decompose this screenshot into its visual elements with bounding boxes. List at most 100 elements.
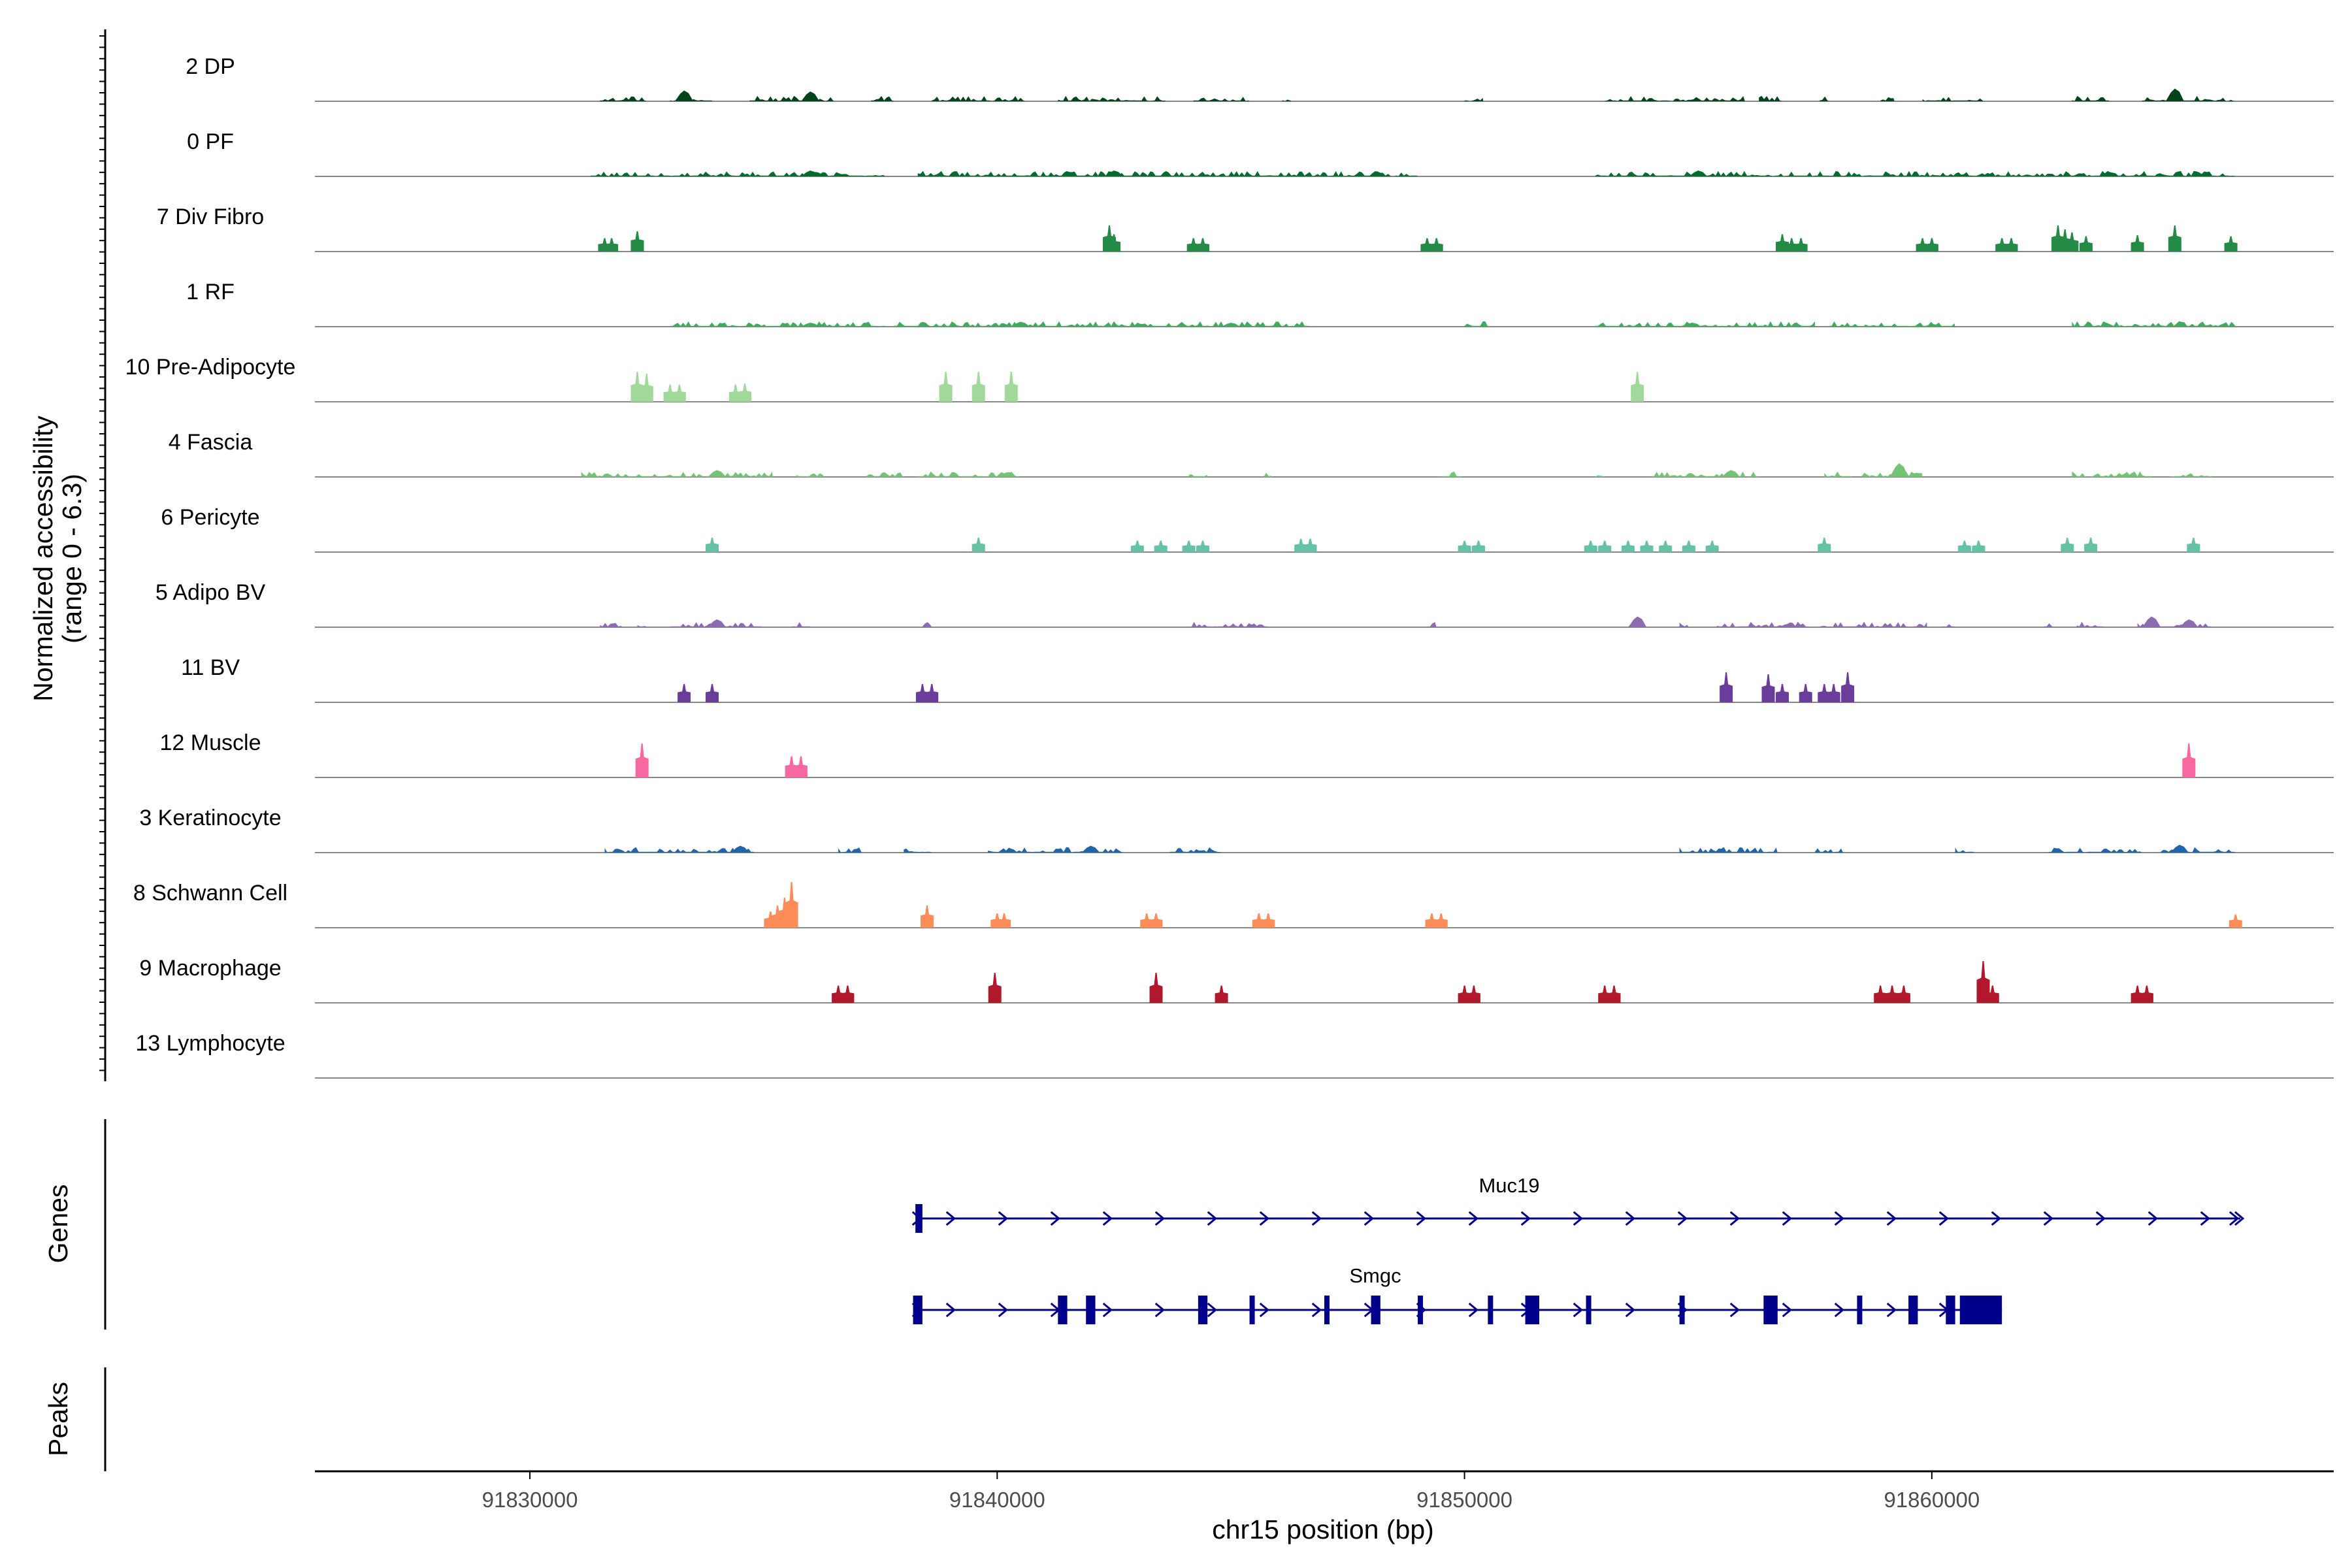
track-11-bv: 11 BV <box>181 655 2334 703</box>
gene-strand-arrow <box>1625 1211 1636 1226</box>
coverage-block <box>1598 540 1612 552</box>
coverage-block <box>1818 538 1831 552</box>
gene-strand-arrow <box>998 1211 1009 1226</box>
coverage-signal <box>1880 97 1895 101</box>
gene-exon <box>1525 1296 1540 1324</box>
gene-strand-arrow <box>1468 1211 1479 1226</box>
y-axis <box>99 29 106 1081</box>
gene-exon <box>1959 1296 2002 1324</box>
x-axis-tick-label: 91860000 <box>1884 1488 1980 1512</box>
track-13-lymphocyte: 13 Lymphocyte <box>135 1031 2334 1079</box>
coverage-block <box>2140 985 2153 1003</box>
coverage-signal <box>2076 621 2105 627</box>
gene-strand-arrow <box>1154 1211 1166 1226</box>
coverage-block <box>1621 540 1635 552</box>
coverage-block <box>1303 538 1317 552</box>
track-label: 4 Fascia <box>169 430 253 455</box>
coverage-block <box>1215 985 1228 1003</box>
coverage-peak <box>2170 845 2189 853</box>
track-label: 6 Pericyte <box>161 505 259 530</box>
gene-exon <box>1418 1296 1424 1324</box>
peaks-panel-label: Peaks <box>43 1382 73 1456</box>
coverage-block <box>2187 538 2200 552</box>
coverage-block <box>1776 684 1789 702</box>
coverage-block <box>738 384 752 402</box>
gene-strand-arrow <box>1416 1211 1427 1226</box>
coverage-signal <box>1188 474 1208 477</box>
coverage-signal <box>1679 622 1689 627</box>
gene-exon <box>1586 1296 1592 1324</box>
coverage-block <box>605 238 619 252</box>
gene-strand-arrow <box>1938 1211 1950 1226</box>
track-label: 2 DP <box>186 54 235 79</box>
track-0-pf: 0 PF <box>187 129 2334 177</box>
coverage-block <box>630 231 644 252</box>
coverage-signal <box>1824 471 1853 477</box>
coverage-signal <box>1595 321 1815 327</box>
coverage-block <box>1957 540 1971 552</box>
gene-strand-arrow <box>945 1302 956 1318</box>
coverage-signal <box>1170 847 1222 853</box>
coverage-block <box>1794 238 1808 252</box>
coverage-block <box>921 906 934 928</box>
coverage-block <box>1985 985 1999 1003</box>
coverage-block <box>1705 540 1719 552</box>
coverage-block <box>1262 913 1275 928</box>
track-9-macrophage: 9 Macrophage <box>139 956 2334 1004</box>
coverage-block <box>1874 985 1887 1003</box>
coverage-signal <box>1716 621 1810 627</box>
gene-exon <box>1086 1296 1096 1324</box>
coverage-block <box>1631 372 1644 402</box>
gene-strand-arrow <box>1207 1211 1218 1226</box>
track-label: 0 PF <box>187 129 234 154</box>
track-12-muscle: 12 Muscle <box>160 730 2334 778</box>
coverage-signal <box>670 321 885 327</box>
coverage-signal <box>2072 321 2236 327</box>
gene-strand-arrow <box>1154 1302 1166 1318</box>
gene-muc19: Muc19 <box>911 1174 2245 1233</box>
gene-strand-arrow <box>2148 1211 2159 1226</box>
coverage-block <box>1799 684 1812 702</box>
coverage-signal <box>922 622 932 627</box>
coverage-signal <box>838 847 862 853</box>
coverage-block <box>635 743 649 777</box>
track-3-keratinocyte: 3 Keratinocyte <box>139 806 2334 853</box>
coverage-block <box>939 372 953 402</box>
coverage-peak <box>1689 171 1708 176</box>
coverage-block <box>1659 540 1673 552</box>
coverage-peak <box>708 619 727 627</box>
x-axis-tick-label: 91840000 <box>949 1488 1045 1512</box>
coverage-signal <box>2044 623 2053 627</box>
gene-strand-arrow <box>1311 1211 1322 1226</box>
coverage-block <box>2079 236 2093 252</box>
gene-exon <box>1324 1296 1330 1324</box>
gene-exon <box>1058 1296 1068 1324</box>
track-label: 3 Keratinocyte <box>139 806 281 830</box>
coverage-signal <box>932 96 1026 101</box>
coverage-peak <box>2165 88 2184 101</box>
gene-strand-arrow <box>1729 1302 1740 1318</box>
gene-strand-arrow <box>1102 1302 1113 1318</box>
gene-strand-arrow <box>1573 1211 1584 1226</box>
coverage-signal <box>1815 848 1843 853</box>
gene-exon <box>1946 1296 1955 1324</box>
coverage-signal <box>1941 624 1955 627</box>
track-6-pericyte: 6 Pericyte <box>161 505 2334 553</box>
coverage-block <box>1841 672 1855 702</box>
coverage-signal <box>1427 622 1437 627</box>
coverage-signal <box>1058 95 1166 101</box>
coverage-signal <box>600 96 647 101</box>
genes-panel-label: Genes <box>43 1184 73 1264</box>
gene-strand-arrow <box>1886 1302 1897 1318</box>
coverage-signal <box>749 95 834 101</box>
coverage-signal <box>1193 97 1250 101</box>
coverage-block <box>1196 540 1209 552</box>
coverage-peak <box>1889 463 1908 477</box>
coverage-peak <box>801 323 820 327</box>
gene-strand-arrow <box>1102 1211 1113 1226</box>
coverage-peak <box>801 91 820 101</box>
gene-strand-arrow <box>1520 1211 1531 1226</box>
gene-strand-arrow <box>1573 1302 1584 1318</box>
gene-strand-arrow <box>2043 1211 2054 1226</box>
gene-strand-arrow <box>1259 1302 1270 1318</box>
